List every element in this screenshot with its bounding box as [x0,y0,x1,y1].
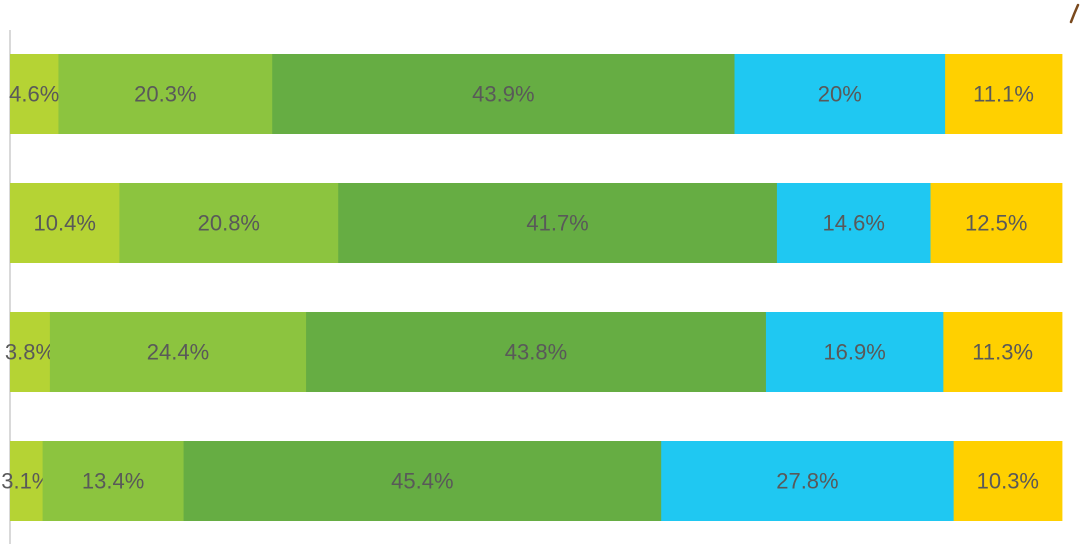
data-label-r1-s4: 20% [818,82,862,107]
data-label-r3-s5: 11.3% [972,340,1033,365]
bar-group: 4.6% 20.3% 43.9% 20% 11.1% 10.4% 20.8% 41.7% 14.… [1,54,1063,521]
data-label-r4-s4: 27.8% [776,469,838,494]
bar-segment-r4-s4 [661,441,955,521]
data-label-r2-s2: 20.8% [198,211,260,236]
bar-segment-r2-s3 [338,183,778,263]
bar-segment-r1-s4 [734,54,946,134]
data-label-r3-s1: 3.8% [5,340,55,365]
bar-segment-r4-s5 [953,441,1063,521]
data-label-r3-s3: 43.8% [505,340,567,365]
data-label-r1-s2: 20.3% [134,82,196,107]
bar-segment-r2-s2 [119,183,339,263]
bar-segment-r4-s3 [183,441,662,521]
bar-segment-r2-s5 [930,183,1063,263]
data-label-r4-s5: 10.3% [977,469,1039,494]
bar-segment-r3-s4 [765,312,944,392]
bar-segment-r3-s3 [306,312,767,392]
corner-decoration [1069,3,1080,24]
bar-segment-r1-s1 [10,54,59,134]
data-label-r3-s2: 24.4% [147,340,209,365]
data-label-r1-s3: 43.9% [472,82,534,107]
data-label-r2-s3: 41.7% [526,211,588,236]
bar-segment-r4-s2 [42,441,184,521]
data-label-r2-s4: 14.6% [823,211,885,236]
bar-segment-r2-s4 [776,183,931,263]
data-label-r1-s1: 4.6% [9,82,59,107]
bar-segment-r1-s2 [58,54,273,134]
data-label-r2-s5: 12.5% [965,211,1027,236]
data-label-r2-s1: 10.4% [34,211,96,236]
bar-segment-r3-s5 [943,312,1063,392]
data-label-r4-s2: 13.4% [82,469,144,494]
bar-segment-r4-s1 [10,441,44,521]
data-label-r4-s3: 45.4% [391,469,453,494]
bar-segment-r3-s1 [10,312,51,392]
bar-segment-r1-s3 [272,54,735,134]
data-label-r3-s4: 16.9% [823,340,885,365]
bar-segment-r2-s1 [10,183,120,263]
bar-segment-r1-s5 [945,54,1063,134]
data-label-r1-s5: 11.1% [973,82,1034,107]
bar-segment-r3-s2 [49,312,307,392]
